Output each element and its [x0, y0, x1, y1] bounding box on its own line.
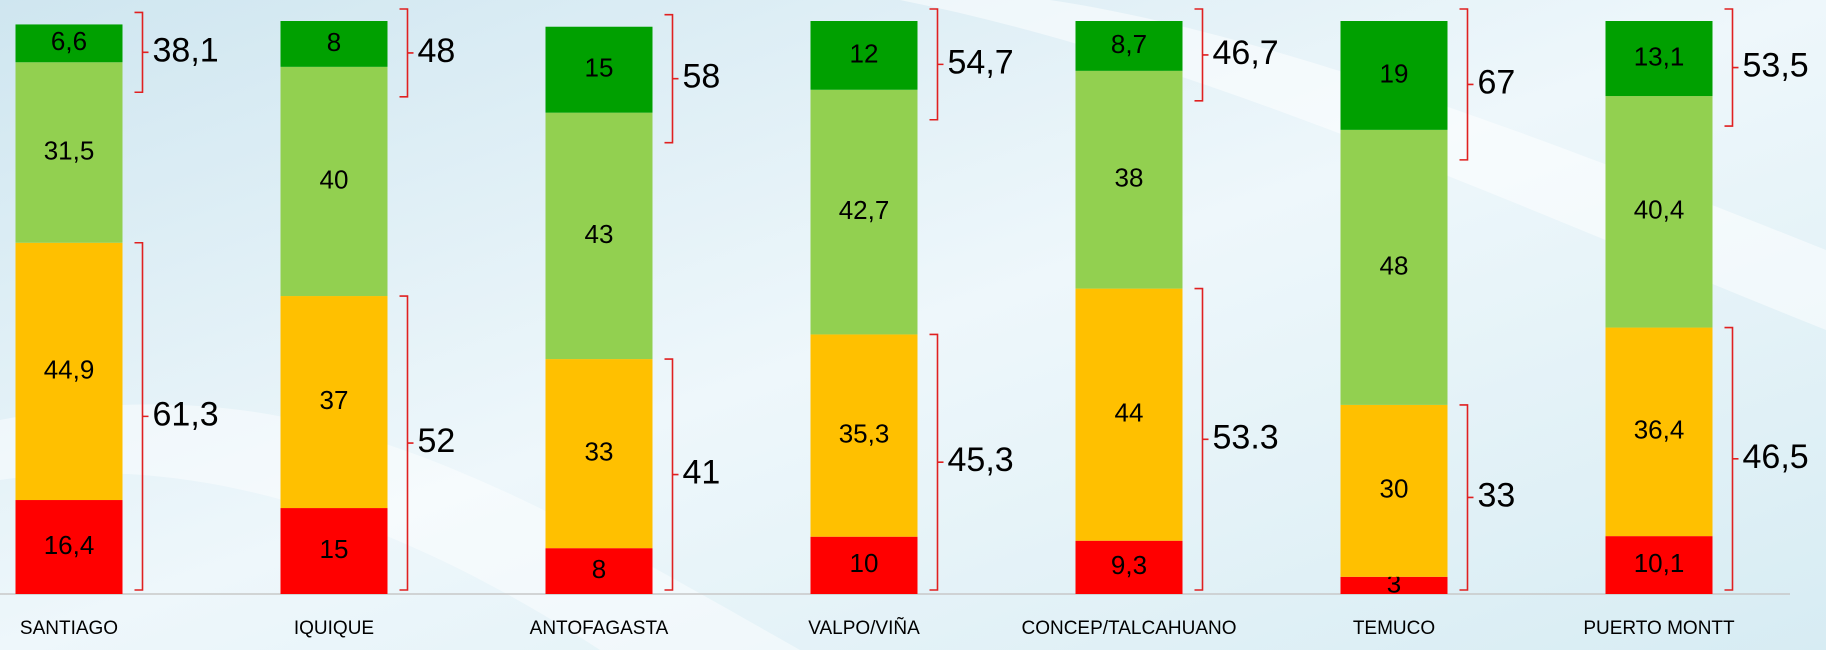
- bar-segment: [810, 89, 918, 335]
- bar-segment: [1340, 576, 1448, 594]
- bracket-label: 41: [683, 454, 721, 492]
- x-tick-label: VALPO/VIÑA: [808, 617, 920, 639]
- x-tick-label: ANTOFAGASTA: [530, 618, 669, 639]
- data-label: 15: [320, 534, 349, 564]
- bar-segment: [1075, 540, 1183, 594]
- data-label: 37: [320, 385, 349, 415]
- data-label: 33: [585, 436, 614, 466]
- bar-segment: [15, 500, 123, 594]
- bar-segment: [545, 26, 653, 113]
- data-label: 10: [850, 548, 879, 578]
- bracket: [664, 13, 679, 144]
- data-label: 10,1: [1634, 548, 1685, 578]
- bar-segment: [280, 21, 388, 67]
- bar-segment: [1605, 327, 1713, 537]
- bar-segment: [15, 24, 123, 63]
- bracket: [134, 241, 149, 591]
- bar-segment: [15, 242, 123, 501]
- x-tick-label: IQUIQUE: [294, 618, 374, 639]
- bracket: [1194, 287, 1209, 591]
- data-label: 30: [1380, 474, 1409, 504]
- bracket-label: 38,1: [153, 31, 219, 69]
- data-label: 6,6: [51, 26, 87, 56]
- data-label: 31,5: [44, 135, 95, 165]
- bar-segment: [1605, 96, 1713, 328]
- bracket-label: 67: [1478, 63, 1516, 101]
- bar-segment: [1340, 404, 1448, 577]
- data-label: 16,4: [44, 530, 95, 560]
- bar-segment: [280, 296, 388, 509]
- bar-segment: [280, 66, 388, 297]
- data-label: 42,7: [839, 195, 890, 225]
- bar-segment: [810, 21, 918, 90]
- bracket: [1459, 8, 1474, 161]
- data-label: 40,4: [1634, 195, 1685, 225]
- bar-segment: [1075, 70, 1183, 289]
- bracket: [929, 333, 944, 591]
- bar-segment: [810, 334, 918, 537]
- bracket: [1724, 8, 1739, 127]
- bracket-label: 46,7: [1213, 34, 1279, 72]
- data-label: 48: [1380, 250, 1409, 280]
- x-tick-label: SANTIAGO: [20, 618, 118, 639]
- bar-segment: [280, 508, 388, 594]
- bar-segment: [1605, 21, 1713, 97]
- data-label: 13,1: [1634, 41, 1685, 71]
- bracket-label: 53,5: [1743, 47, 1809, 85]
- bracket-label: 58: [683, 58, 721, 96]
- bar-segment: [1605, 536, 1713, 594]
- bracket-label: 46,5: [1743, 438, 1809, 476]
- bracket-label: 53.3: [1213, 418, 1279, 456]
- bracket: [134, 11, 149, 94]
- bar-segment: [1340, 21, 1448, 130]
- data-label: 15: [585, 53, 614, 83]
- bar-segment: [1340, 129, 1448, 405]
- data-label: 9,3: [1111, 550, 1147, 580]
- data-label: 40: [320, 164, 349, 194]
- bracket-label: 61,3: [153, 395, 219, 433]
- bracket-label: 33: [1478, 476, 1516, 514]
- bracket: [1194, 8, 1209, 102]
- bracket-label: 54,7: [948, 43, 1014, 81]
- bar-segment: [15, 62, 123, 243]
- bar-segment: [545, 359, 653, 549]
- x-tick-label: TEMUCO: [1353, 618, 1435, 639]
- bracket: [1724, 326, 1739, 591]
- data-label: 8,7: [1111, 29, 1147, 59]
- data-label: 43: [585, 219, 614, 249]
- bar-segment: [1075, 288, 1183, 541]
- bracket-label: 45,3: [948, 441, 1014, 479]
- data-label: 44: [1115, 398, 1144, 428]
- data-label: 38: [1115, 163, 1144, 193]
- bar-segment: [545, 548, 653, 594]
- data-label: 44,9: [44, 354, 95, 384]
- bracket: [664, 358, 679, 591]
- bracket: [929, 8, 944, 121]
- bracket-label: 52: [418, 422, 456, 460]
- data-label: 35,3: [839, 418, 890, 448]
- bar-segment: [545, 112, 653, 360]
- bar-segment: [810, 536, 918, 594]
- bar-segment: [1075, 21, 1183, 71]
- bracket: [399, 8, 414, 98]
- data-label: 8: [592, 554, 606, 584]
- data-label: 8: [327, 27, 341, 57]
- x-tick-label: CONCEP/TALCAHUANO: [1021, 618, 1236, 639]
- x-tick-label: PUERTO MONTT: [1583, 618, 1735, 639]
- bracket-label: 48: [418, 32, 456, 70]
- bracket: [399, 295, 414, 591]
- data-label: 36,4: [1634, 415, 1685, 445]
- data-label: 12: [850, 38, 879, 68]
- data-label: 19: [1380, 58, 1409, 88]
- bracket: [1459, 404, 1474, 591]
